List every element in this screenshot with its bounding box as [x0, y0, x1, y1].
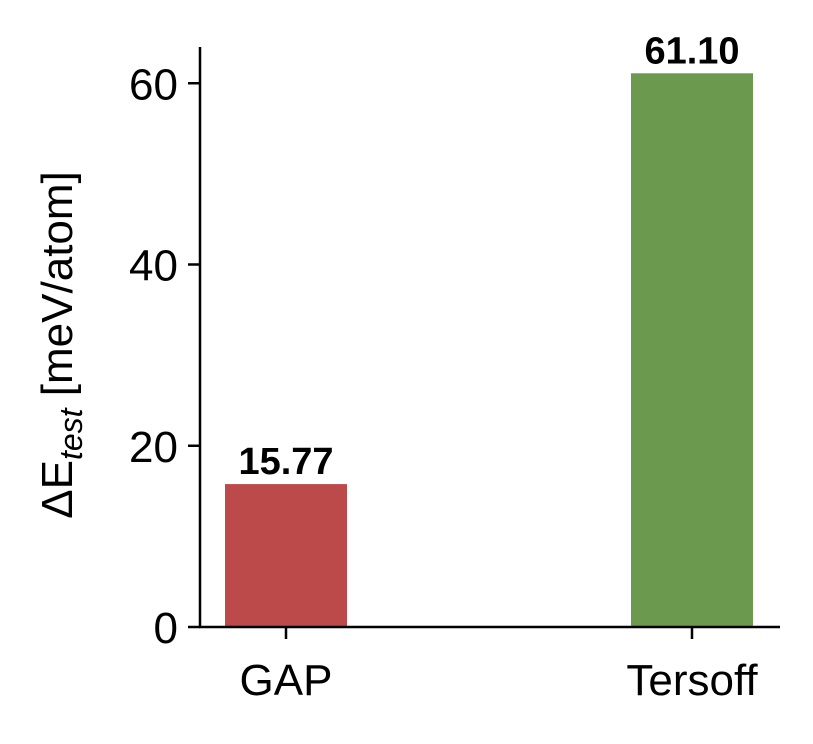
- x-ticks-layer: GAP Tersoff: [240, 627, 758, 705]
- x-tick-label-gap: GAP: [240, 656, 333, 705]
- bar-gap: [225, 484, 347, 627]
- data-label-gap: 15.77: [238, 441, 333, 483]
- axes-layer: [198, 47, 780, 629]
- y-axis-title-subscript: test: [53, 407, 89, 460]
- y-tick-label: 20: [129, 423, 178, 472]
- y-ticks-layer: 0 20 40 60: [129, 60, 200, 653]
- bars-layer: [225, 73, 753, 627]
- y-axis-title-prefix: ΔE: [33, 460, 82, 519]
- bar-tersoff: [631, 73, 753, 627]
- y-axis-title-suffix: [meV/atom]: [33, 171, 82, 408]
- y-axis-title: ΔEtest [meV/atom]: [33, 171, 89, 519]
- y-tick-label: 0: [154, 604, 178, 653]
- y-tick-label: 60: [129, 60, 178, 109]
- data-labels-layer: 15.77 61.10: [238, 30, 739, 483]
- x-tick-label-tersoff: Tersoff: [626, 656, 758, 705]
- data-label-tersoff: 61.10: [644, 30, 739, 72]
- y-tick-label: 40: [129, 242, 178, 291]
